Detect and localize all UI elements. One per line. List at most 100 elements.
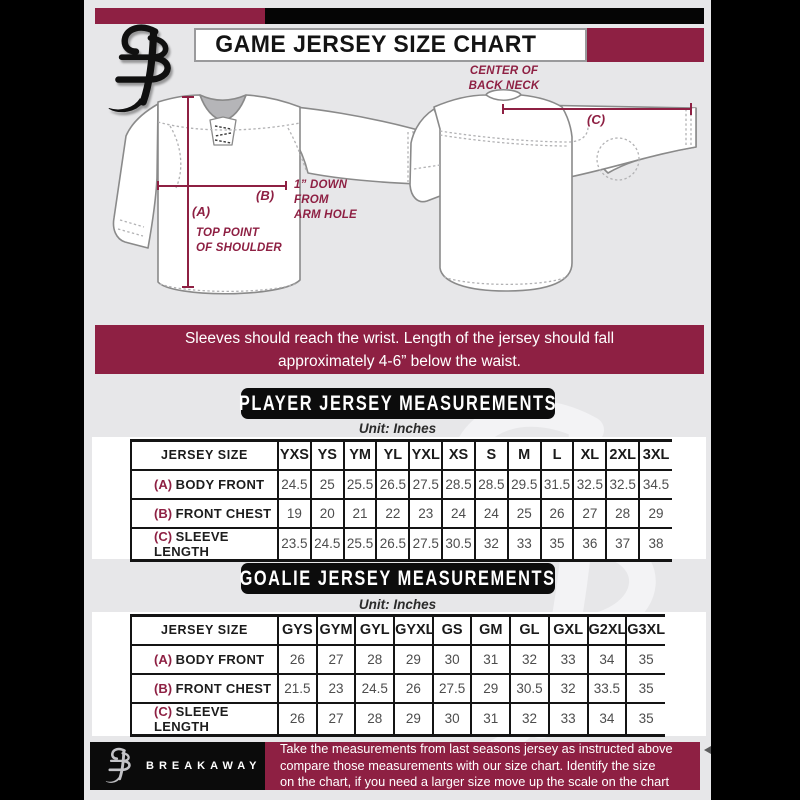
fit-note-text: Sleeves should reach the wrist. Length o… xyxy=(184,329,615,370)
measure-line-c xyxy=(502,108,692,110)
measurement-value-cell: 26 xyxy=(540,498,575,529)
chart-page: GAME JERSEY SIZE CHART xyxy=(84,0,711,800)
size-column-header: YL xyxy=(376,440,411,471)
size-column-header: G3XL xyxy=(626,615,665,646)
jersey-front-diagram xyxy=(112,94,419,295)
measurement-value-cell: 23.5 xyxy=(278,527,312,560)
note-1-down-from-arm-hole: 1” DOWN FROM ARM HOLE xyxy=(294,179,357,221)
table-row: (C) SLEEVE LENGTH 23.5 24.5 25.5 26.5 27.5 30.… xyxy=(131,527,672,560)
size-column-header: G2XL xyxy=(587,615,628,646)
cursor-artifact xyxy=(704,746,711,754)
table-row: (B) FRONT CHEST 21.5 23 24.5 26 27.5 29 30.5 32 3… xyxy=(131,673,665,704)
measurement-value-cell: 36 xyxy=(573,527,608,560)
size-column-header: XL xyxy=(573,440,608,471)
size-column-header: S xyxy=(474,440,509,471)
measurement-key: (B) xyxy=(154,680,176,696)
footer-instructions-box: Take the measurements from last seasons … xyxy=(265,740,700,790)
goalie-section-title: GOALIE JERSEY MEASUREMENTS xyxy=(239,566,557,590)
measurement-value-cell: 32.5 xyxy=(573,469,608,500)
player-section-header: PLAYER JERSEY MEASUREMENTS xyxy=(238,388,558,419)
measurement-value-cell: 28.5 xyxy=(474,469,509,500)
measurement-label-cell: (A) BODY FRONT xyxy=(131,644,279,675)
size-column-header: YS xyxy=(310,440,345,471)
measure-line-b xyxy=(157,185,287,187)
top-bar-maroon xyxy=(95,8,265,24)
page-title-box: GAME JERSEY SIZE CHART xyxy=(194,28,587,62)
top-bar-black xyxy=(265,8,704,24)
table-row: (A) BODY FRONT 26 27 28 29 30 31 32 33 34 35 xyxy=(131,644,665,675)
measurement-value-cell: 35 xyxy=(626,644,665,675)
measurement-value-cell: 25.5 xyxy=(343,527,378,560)
measurement-key: (C) xyxy=(154,528,176,544)
measurement-value-cell: 29 xyxy=(394,644,434,675)
size-column-header: YM xyxy=(343,440,378,471)
measurement-value-cell: 32 xyxy=(510,644,550,675)
measurement-value-cell: 29 xyxy=(394,702,434,735)
measurement-value-cell: 35 xyxy=(626,673,665,704)
measurement-value-cell: 24.5 xyxy=(278,469,312,500)
measurement-key: (C) xyxy=(154,703,176,719)
size-column-header: YXS xyxy=(278,440,312,471)
table-header-row: JERSEY SIZE YXS YS YM YL YXL XS S M L XL 2XL 3XL xyxy=(131,440,672,471)
measure-line-a xyxy=(187,97,189,287)
size-column-header: GYM xyxy=(316,615,357,646)
measurement-value-cell: 26.5 xyxy=(376,469,411,500)
measurement-value-cell: 22 xyxy=(376,498,411,529)
measurement-key: (A) xyxy=(154,476,176,492)
title-accent-block xyxy=(587,28,704,62)
player-measurements-table: JERSEY SIZE YXS YS YM YL YXL XS S M L XL 2XL 3XL (A) … xyxy=(130,439,672,562)
footer-instructions-text: Take the measurements from last seasons … xyxy=(280,740,673,790)
size-column-header: GS xyxy=(432,615,473,646)
goalie-measurements-table: JERSEY SIZE GYS GYM GYL GYXL GS GM GL GXL G2XL G3X… xyxy=(130,614,665,737)
measurement-value-cell: 24.5 xyxy=(310,527,345,560)
measurement-value-cell: 33 xyxy=(548,644,589,675)
size-column-header: GYXL xyxy=(394,615,434,646)
measurement-value-cell: 27.5 xyxy=(409,527,444,560)
size-column-header: YXL xyxy=(409,440,444,471)
measurement-key: (B) xyxy=(154,505,176,521)
measurement-value-cell: 26 xyxy=(278,702,318,735)
breakaway-footer-monogram-icon xyxy=(104,747,131,785)
table-header-row: JERSEY SIZE GYS GYM GYL GYXL GS GM GL GXL G2XL G3X… xyxy=(131,615,665,646)
player-measurements-table-grid: JERSEY SIZE YXS YS YM YL YXL XS S M L XL 2XL 3XL (A) … xyxy=(130,439,672,562)
measurement-value-cell: 20 xyxy=(310,498,345,529)
jersey-back-diagram xyxy=(409,88,697,292)
measurement-value-cell: 34.5 xyxy=(639,469,672,500)
measurement-value-cell: 24.5 xyxy=(355,673,396,704)
measurement-label-cell: (B) FRONT CHEST xyxy=(131,673,279,704)
measurement-value-cell: 24 xyxy=(442,498,476,529)
measurement-value-cell: 28.5 xyxy=(442,469,476,500)
measurement-value-cell: 32 xyxy=(474,527,509,560)
note-center-of-back-neck: CENTER OF BACK NECK xyxy=(468,65,540,92)
measurement-label-cell: (A) BODY FRONT xyxy=(131,469,279,500)
label-c: (C) xyxy=(587,112,606,127)
player-section-title: PLAYER JERSEY MEASUREMENTS xyxy=(238,391,558,415)
measurement-value-cell: 34 xyxy=(587,702,628,735)
measurement-value-cell: 21 xyxy=(343,498,378,529)
measurement-name: BODY FRONT xyxy=(175,651,265,667)
measurement-value-cell: 27 xyxy=(316,702,357,735)
size-column-header: GYS xyxy=(278,615,318,646)
goalie-measurements-table-grid: JERSEY SIZE GYS GYM GYL GYXL GS GM GL GXL G2XL G3X… xyxy=(130,614,665,737)
measurement-value-cell: 33 xyxy=(507,527,542,560)
player-unit-label: Unit: Inches xyxy=(358,421,437,436)
measurement-value-cell: 34 xyxy=(587,644,628,675)
jersey-size-header: JERSEY SIZE xyxy=(131,615,279,646)
measurement-value-cell: 30.5 xyxy=(442,527,476,560)
page-title: GAME JERSEY SIZE CHART xyxy=(215,31,537,58)
size-column-header: GL xyxy=(510,615,550,646)
measurement-value-cell: 30 xyxy=(432,702,473,735)
table-row: (C) SLEEVE LENGTH 26 27 28 29 30 31 32 33 34 35 xyxy=(131,702,665,735)
measurement-value-cell: 23 xyxy=(409,498,444,529)
measurement-value-cell: 32 xyxy=(510,702,550,735)
measurement-key: (A) xyxy=(154,651,176,667)
measurement-value-cell: 29 xyxy=(471,673,512,704)
measurement-name: SLEEVE LENGTH xyxy=(154,703,229,734)
measurement-name: SLEEVE LENGTH xyxy=(154,528,229,559)
measurement-value-cell: 23 xyxy=(316,673,357,704)
measurement-value-cell: 27 xyxy=(316,644,357,675)
measurement-value-cell: 33 xyxy=(548,702,589,735)
measurement-value-cell: 31 xyxy=(471,644,512,675)
jersey-size-header: JERSEY SIZE xyxy=(131,440,279,471)
